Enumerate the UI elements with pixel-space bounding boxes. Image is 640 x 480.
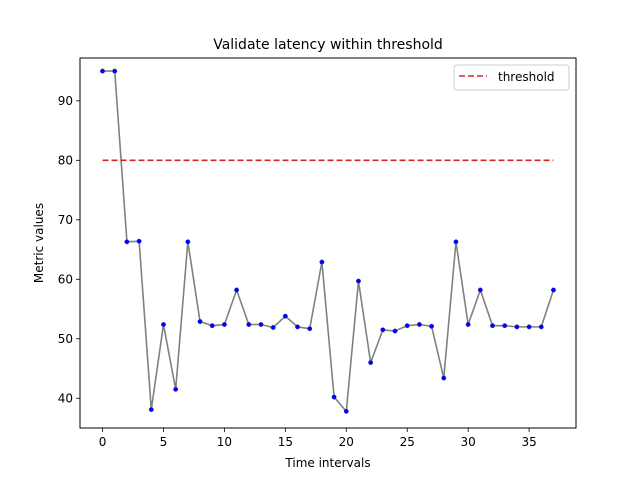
metric-series-line [102, 70, 555, 414]
data-point [380, 327, 386, 333]
legend-threshold-label: threshold [498, 70, 555, 84]
legend-box [453, 64, 570, 91]
y-tick-label: 80 [58, 153, 73, 167]
data-point [148, 407, 154, 413]
plot-area: 0 5 10 15 20 25 30 35 40 50 60 70 80 90 threshold [58, 57, 577, 449]
data-point [465, 322, 471, 327]
x-tick-label: 10 [217, 435, 232, 449]
x-tick-label: 5 [160, 435, 168, 449]
data-point [136, 238, 142, 244]
data-point [477, 287, 483, 293]
data-point [124, 239, 130, 245]
data-point [295, 324, 300, 330]
y-axis-label: Metric values [32, 203, 46, 283]
data-point [514, 324, 520, 330]
data-point [173, 386, 179, 392]
data-point [392, 328, 398, 334]
x-tick-label: 35 [521, 435, 536, 449]
x-tick-label: 30 [461, 435, 476, 449]
data-point [209, 323, 215, 329]
data-point [441, 375, 447, 381]
data-point [502, 323, 508, 329]
data-point [319, 259, 325, 265]
x-axis-label: Time intervals [284, 456, 370, 470]
data-point [282, 313, 288, 319]
x-tick-label: 20 [339, 435, 354, 449]
axes-frame [79, 57, 577, 429]
data-point [246, 322, 252, 327]
data-point [112, 68, 118, 74]
y-tick-label: 70 [58, 213, 73, 227]
data-point [331, 394, 337, 400]
data-point [161, 322, 166, 327]
data-point [343, 408, 349, 414]
data-point [197, 319, 203, 324]
data-point [234, 287, 240, 293]
data-point [404, 323, 410, 329]
data-point [368, 360, 374, 366]
y-tick-label: 50 [58, 332, 73, 346]
y-tick-label: 90 [58, 94, 73, 108]
data-point [429, 323, 435, 329]
chart-title: Validate latency within threshold [213, 37, 443, 53]
data-point [356, 278, 361, 284]
data-point [258, 322, 264, 327]
data-point [551, 287, 556, 293]
data-point [416, 322, 422, 327]
x-tick-label: 25 [400, 435, 415, 449]
y-tick-label: 40 [58, 391, 73, 405]
data-point [100, 68, 105, 74]
data-point [185, 239, 191, 245]
data-point [526, 324, 532, 330]
data-point [270, 325, 276, 330]
data-point [453, 239, 459, 245]
data-point [538, 324, 544, 330]
y-tick-label: 60 [58, 272, 73, 286]
data-point [307, 326, 313, 332]
x-tick-label: 0 [99, 435, 107, 449]
data-point [490, 323, 495, 329]
data-point [221, 322, 227, 327]
x-tick-label: 15 [278, 435, 293, 449]
